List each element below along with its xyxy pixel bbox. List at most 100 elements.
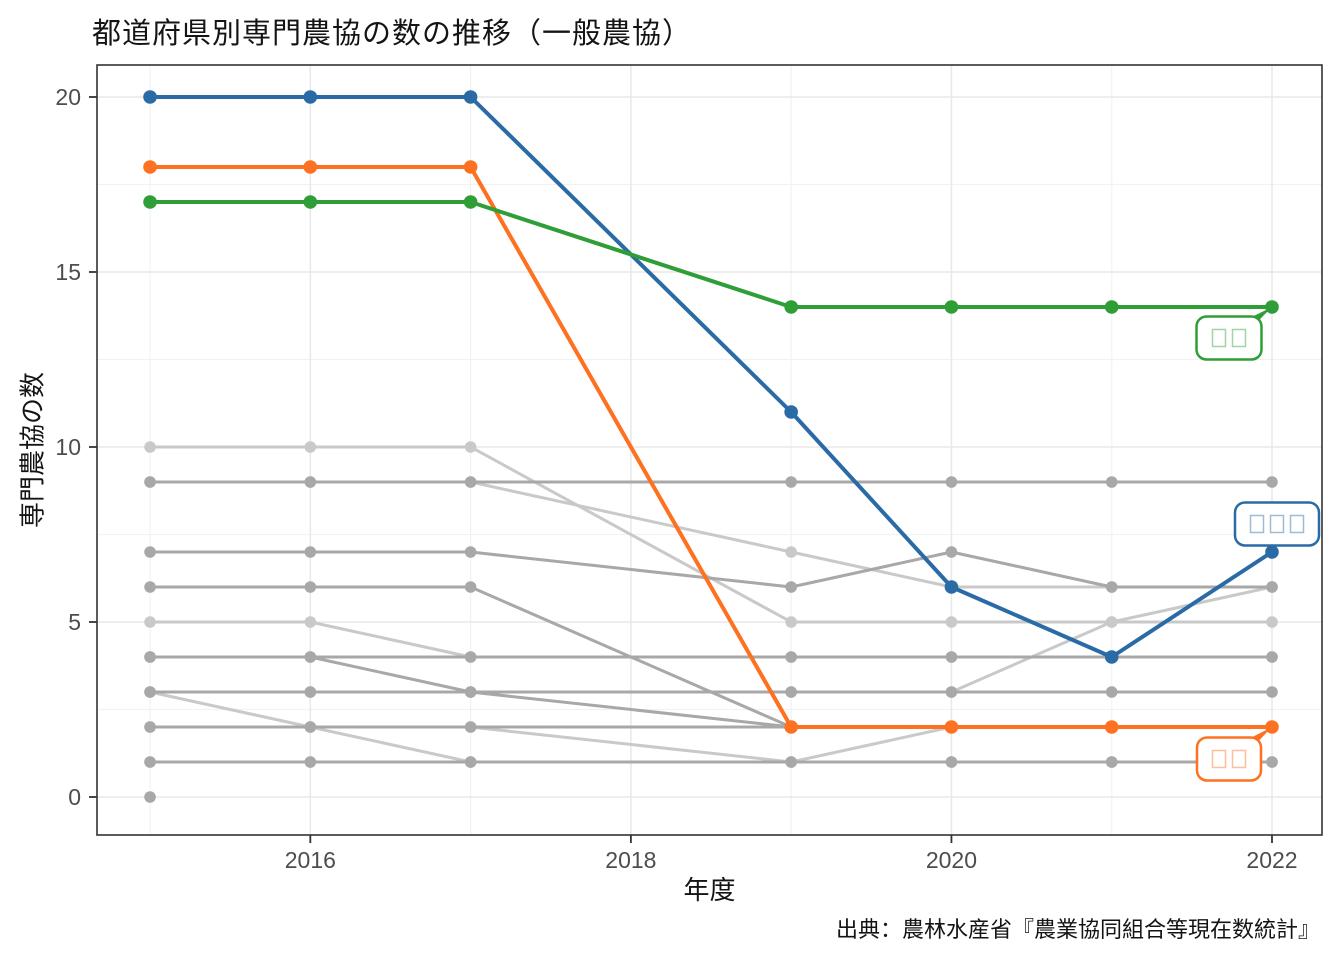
bg-series-point (945, 686, 958, 698)
bg-series-point (144, 441, 156, 453)
bg-series-line (148, 655, 1274, 694)
bg-series-point (1105, 686, 1118, 698)
bg-series-point (464, 546, 477, 558)
series-blue-point (463, 90, 478, 104)
y-tick-label: 20 (55, 84, 81, 110)
x-tick-label: 2018 (605, 847, 656, 873)
chart-title: 都道府県別専門農協の数の推移（一般農協） (92, 18, 693, 50)
series-green-point (463, 195, 478, 209)
series-green-line (148, 199, 1274, 309)
bg-series-point (945, 616, 958, 628)
series-blue-point (784, 405, 798, 419)
missing-glyph-box (1231, 328, 1247, 348)
bg-series-point (1105, 756, 1118, 768)
series-green-point (1104, 300, 1119, 314)
bg-series-point (1266, 476, 1278, 488)
x-tick-label: 2020 (926, 847, 977, 873)
series-orange-point (463, 160, 478, 174)
bg-series-point (144, 721, 156, 733)
x-tick-label: 2022 (1246, 847, 1297, 873)
axes-layer: 2016 2018 2020 2022 0 5 10 15 20 (55, 64, 1323, 873)
bg-series-point (144, 581, 156, 593)
bg-series-point (1266, 616, 1278, 628)
bg-series-point (945, 476, 958, 488)
bg-series-point (464, 686, 477, 698)
bg-series-point (144, 791, 156, 803)
bg-series-point (785, 756, 797, 768)
bg-series-point (785, 616, 797, 628)
bg-series-point (144, 686, 156, 698)
bg-series-line (148, 585, 1274, 694)
missing-glyph-box (1211, 328, 1227, 348)
series-green-label-box (1195, 315, 1263, 361)
bg-series-point (304, 581, 317, 593)
x-axis-title: 年度 (683, 875, 736, 905)
y-axis-title: 専門農協の数 (17, 371, 48, 529)
missing-glyph-box (1269, 514, 1285, 534)
series-orange-point (784, 720, 798, 734)
series-blue-point (303, 90, 318, 104)
series-blue-line (148, 94, 1274, 659)
bg-series-point (304, 476, 317, 488)
bg-series-point (304, 651, 317, 663)
missing-glyph-box (1249, 514, 1265, 534)
bg-series-point (464, 756, 477, 768)
bg-series-point (304, 546, 317, 558)
bg-series-point (144, 476, 156, 488)
missing-glyph-box (1289, 514, 1305, 534)
bg-series-point (304, 441, 317, 453)
bg-series-point (464, 476, 477, 488)
series-orange-point (1104, 720, 1119, 734)
highlighted-series-layer (143, 90, 1279, 734)
bg-series-point (1105, 616, 1118, 628)
bg-series-point (144, 756, 156, 768)
series-orange-point (303, 160, 318, 174)
bg-series-point (144, 616, 156, 628)
bg-series-point (785, 476, 797, 488)
bg-series-point (945, 651, 958, 663)
series-blue-point (143, 90, 157, 104)
bg-series-line (148, 725, 1274, 764)
series-orange-label-box (1195, 736, 1263, 782)
bg-series-point (785, 581, 797, 593)
series-green-point (784, 300, 798, 314)
bg-series-point (1266, 651, 1278, 663)
series-green-point (143, 195, 157, 209)
x-tick-label: 2016 (285, 847, 336, 873)
bg-series-point (304, 686, 317, 698)
bg-series-point (785, 546, 797, 558)
bg-series-point (464, 441, 477, 453)
bg-series-point (945, 756, 958, 768)
bg-series-point (304, 756, 317, 768)
missing-glyph-box (1211, 749, 1227, 769)
bg-series-point (464, 651, 477, 663)
bg-series-point (304, 721, 317, 733)
bg-series-point (464, 721, 477, 733)
series-orange-point (944, 720, 959, 734)
bg-series-line (148, 550, 1274, 589)
panel-border (96, 64, 1323, 836)
bg-series-point (1105, 581, 1118, 593)
series-blue-point (944, 580, 959, 594)
y-tick-label: 0 (68, 784, 81, 810)
series-green-point (944, 300, 959, 314)
missing-glyph-box (1231, 749, 1247, 769)
bg-series-point (945, 546, 958, 558)
y-tick-label: 10 (55, 434, 81, 460)
bg-series-point (1266, 581, 1278, 593)
bg-series-point (785, 651, 797, 663)
bg-series-point (144, 651, 156, 663)
bg-series-point (1266, 756, 1278, 768)
y-tick-label: 15 (55, 259, 81, 285)
source-caption: 出典：農林水産省『農業協同組合等現在数統計』 (835, 917, 1320, 942)
series-blue-label-box (1233, 501, 1321, 547)
bg-series-point (464, 581, 477, 593)
series-green-point (303, 195, 318, 209)
bg-series-point (785, 686, 797, 698)
bg-series-point (304, 616, 317, 628)
series-orange-point (143, 160, 157, 174)
bg-series-point (1105, 476, 1118, 488)
y-tick-label: 5 (68, 609, 81, 635)
